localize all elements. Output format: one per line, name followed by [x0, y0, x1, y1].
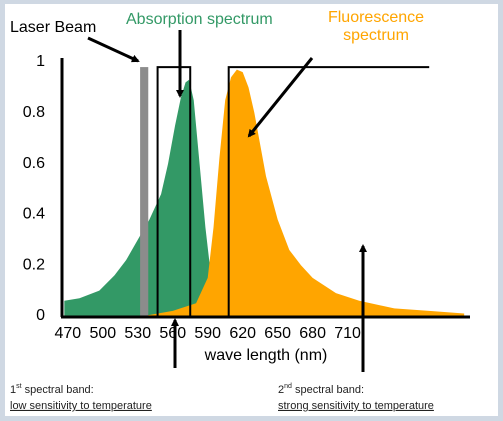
- band-title-part: st: [16, 383, 22, 390]
- x-tick-label: 560: [159, 325, 186, 342]
- band-title-part: nd: [284, 383, 292, 390]
- spectral-band: [156, 66, 192, 316]
- band-title-part: spectral band:: [22, 384, 94, 396]
- x-axis-label: wave length (nm): [204, 347, 328, 364]
- band-title: 1st spectral band:: [10, 383, 94, 396]
- area: [143, 69, 465, 317]
- y-tick-label: 0.2: [23, 256, 45, 273]
- x-tick-label: 530: [124, 325, 151, 342]
- x-tick-label: 650: [264, 325, 291, 342]
- y-tick-label: 1: [36, 53, 45, 70]
- spectral-band: [227, 66, 430, 316]
- band-title-part: 1: [10, 384, 16, 396]
- band-title-part: 2: [278, 384, 284, 396]
- x-tick-label: 470: [54, 325, 81, 342]
- x-tick-label: 680: [299, 325, 326, 342]
- x-tick-label: 710: [334, 325, 361, 342]
- x-tick-label: 620: [229, 325, 256, 342]
- absorption-label: Absorption spectrum: [126, 11, 273, 28]
- captions: 1st spectral band: low sensitivity to tem…: [10, 383, 434, 412]
- x-tick-label: 500: [89, 325, 116, 342]
- x-tick-label: 590: [194, 325, 221, 342]
- area: [64, 79, 223, 316]
- band-caption: low sensitivity to temperature: [10, 400, 152, 412]
- fluorescence-label: Fluorescence spectrum: [328, 9, 424, 44]
- arrow: [247, 57, 314, 138]
- y-tick-label: 0.6: [23, 155, 45, 172]
- laser-beam-label: Laser Beam: [10, 19, 96, 36]
- y-tick-label: 0.8: [23, 104, 45, 121]
- plot-area: 0 0.2 0.4 0.6 0.8 1 470 500 530 560 590 620 650 680 71…: [23, 53, 470, 342]
- band-title: 2nd spectral band:: [278, 383, 364, 396]
- y-tick-label: 0: [36, 307, 45, 324]
- laser-beam: [140, 67, 149, 316]
- band-caption: strong sensitivity to temperature: [278, 400, 434, 412]
- arrows: [87, 30, 367, 372]
- arrow: [87, 36, 140, 63]
- band-title-part: spectral band:: [292, 384, 364, 396]
- y-tick-label: 0.4: [23, 206, 45, 223]
